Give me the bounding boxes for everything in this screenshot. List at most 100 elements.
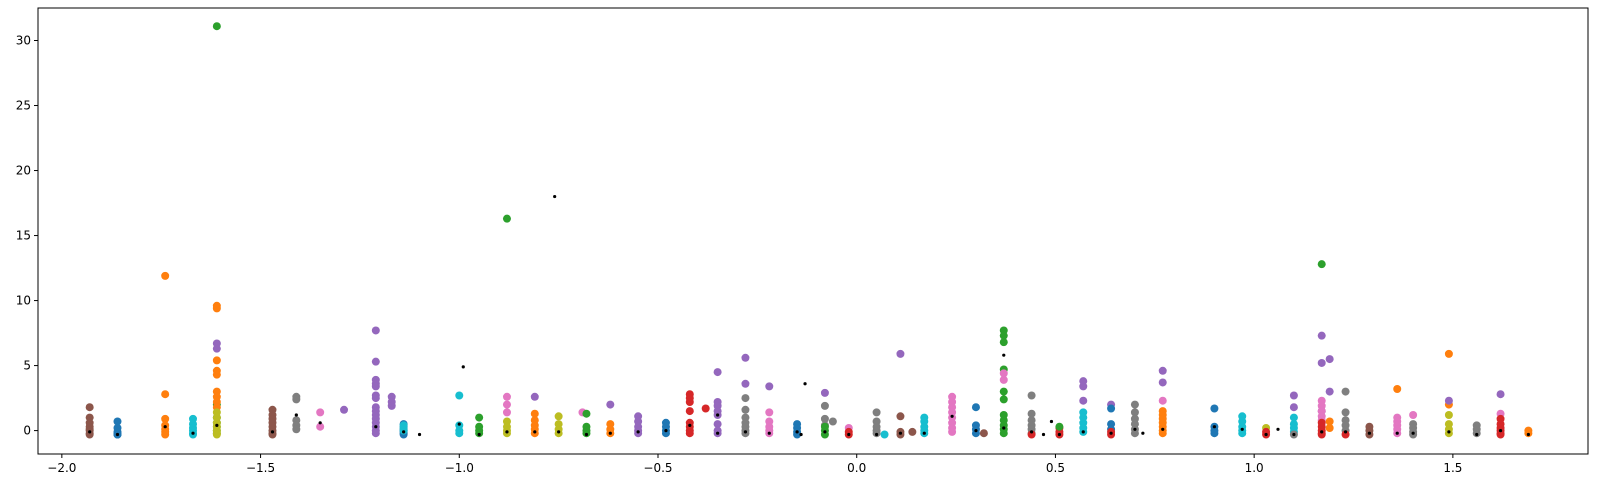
- mean-point: [294, 413, 298, 417]
- data-point: [948, 427, 957, 436]
- mean-point: [1367, 431, 1372, 435]
- plot-frame: [37, 7, 1589, 455]
- data-point: [371, 429, 380, 438]
- y-tick-label: 20: [16, 164, 31, 178]
- mean-point: [1411, 431, 1415, 435]
- y-tick-label: 5: [23, 359, 31, 373]
- data-point: [685, 397, 694, 406]
- data-point: [371, 326, 380, 335]
- data-point: [1289, 403, 1298, 412]
- data-point: [685, 407, 694, 416]
- x-tick-label: 0.0: [847, 461, 866, 475]
- mean-point: [1276, 427, 1280, 431]
- data-point: [340, 405, 349, 414]
- mean-point: [1049, 419, 1054, 424]
- data-point: [387, 401, 396, 410]
- data-point: [85, 430, 94, 439]
- data-point: [1317, 358, 1326, 367]
- x-tick-label: −1.5: [246, 461, 275, 475]
- data-point: [212, 304, 221, 313]
- y-tick-label: 25: [16, 99, 31, 113]
- mean-point: [557, 430, 561, 434]
- data-point: [455, 391, 464, 400]
- mean-point: [374, 425, 378, 429]
- mean-point: [477, 432, 481, 437]
- mean-point: [803, 382, 807, 386]
- mean-point: [950, 414, 954, 418]
- data-point: [502, 392, 511, 401]
- data-point: [371, 394, 380, 403]
- mean-point: [1041, 432, 1046, 437]
- data-point: [999, 338, 1008, 347]
- mean-point: [115, 432, 120, 437]
- data-point: [1107, 404, 1116, 413]
- data-point: [1158, 429, 1167, 438]
- data-point: [371, 357, 380, 366]
- data-point: [268, 430, 277, 439]
- data-point: [212, 22, 221, 31]
- data-point: [820, 401, 829, 410]
- mean-point: [974, 428, 978, 433]
- mean-point: [688, 423, 692, 427]
- data-point: [316, 422, 325, 431]
- mean-point: [457, 422, 461, 426]
- data-point: [1317, 260, 1326, 269]
- mean-point: [1498, 428, 1503, 433]
- mean-point: [163, 425, 167, 429]
- mean-point: [874, 432, 879, 437]
- black-points-layer: [88, 194, 1530, 437]
- data-point: [1444, 396, 1453, 405]
- data-point: [741, 405, 750, 414]
- data-point: [582, 409, 591, 418]
- data-point: [1079, 382, 1088, 391]
- data-point: [685, 429, 694, 438]
- data-point: [820, 430, 829, 439]
- mean-point: [1002, 426, 1006, 430]
- mean-point: [1141, 431, 1145, 435]
- mean-point: [664, 428, 668, 433]
- mean-point: [1320, 430, 1324, 434]
- data-point: [1130, 400, 1139, 409]
- x-tick-label: 1.5: [1443, 461, 1462, 475]
- data-point: [212, 430, 221, 439]
- data-point: [85, 403, 94, 412]
- data-point: [161, 414, 170, 423]
- y-tick-label: 10: [16, 294, 31, 308]
- data-point: [1341, 387, 1350, 396]
- data-point: [971, 429, 980, 438]
- mean-point: [799, 432, 803, 437]
- data-point: [1341, 430, 1350, 439]
- data-point: [1158, 378, 1167, 387]
- mean-point: [584, 432, 589, 437]
- mean-point: [402, 430, 406, 434]
- data-point: [292, 425, 301, 434]
- data-point: [713, 420, 722, 429]
- data-point: [292, 395, 301, 404]
- x-tick-label: 0.5: [1046, 461, 1065, 475]
- mean-point: [716, 413, 720, 417]
- data-point: [701, 404, 710, 413]
- data-point: [880, 430, 889, 439]
- data-point: [212, 356, 221, 365]
- mean-point: [1161, 427, 1165, 431]
- mean-point: [1447, 430, 1451, 434]
- x-tick-label: 1.0: [1245, 461, 1264, 475]
- data-point: [161, 390, 170, 399]
- data-point: [999, 375, 1008, 384]
- mean-point: [270, 430, 275, 434]
- data-point: [1341, 408, 1350, 417]
- data-point: [1496, 390, 1505, 399]
- data-point: [999, 387, 1008, 396]
- x-tick-label: −2.0: [47, 461, 76, 475]
- data-point: [1496, 430, 1505, 439]
- mean-point: [1475, 432, 1479, 437]
- data-point: [765, 408, 774, 417]
- data-point: [1027, 430, 1036, 439]
- data-point: [661, 429, 670, 438]
- mean-point: [191, 431, 195, 435]
- y-tick-label: 0: [23, 424, 31, 438]
- mean-point: [716, 431, 720, 435]
- data-point: [1289, 391, 1298, 400]
- data-point: [908, 427, 917, 436]
- data-point: [1325, 423, 1334, 432]
